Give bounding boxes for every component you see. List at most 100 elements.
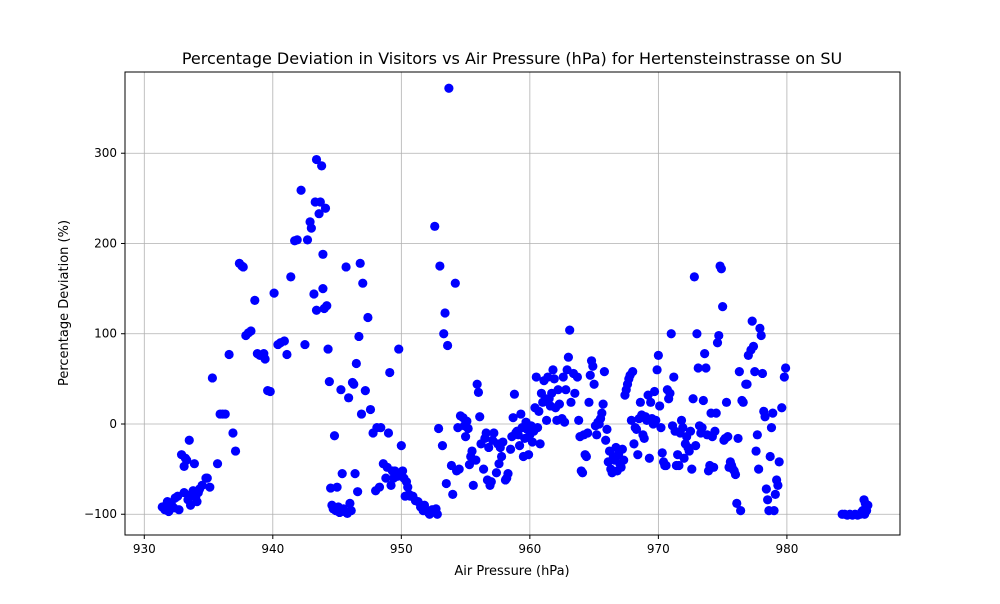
data-point <box>734 367 744 377</box>
data-point <box>505 444 516 454</box>
data-point <box>460 432 471 442</box>
data-point <box>655 401 665 411</box>
data-point <box>661 460 671 471</box>
data-point <box>553 385 563 395</box>
data-point <box>626 415 636 425</box>
data-point <box>341 262 351 272</box>
data-point <box>688 394 698 404</box>
data-point <box>475 412 485 422</box>
data-point <box>440 308 450 318</box>
data-point <box>863 500 873 510</box>
y-tick-label: 100 <box>94 327 117 341</box>
data-point <box>581 451 592 462</box>
data-point <box>763 495 773 505</box>
data-point <box>754 464 764 474</box>
data-point <box>676 415 687 425</box>
data-point <box>635 397 645 407</box>
data-point <box>318 284 328 294</box>
data-point <box>471 455 481 465</box>
data-point <box>337 469 347 479</box>
data-point <box>570 388 580 398</box>
data-point <box>442 340 453 351</box>
data-point <box>432 509 442 519</box>
data-point <box>532 422 543 433</box>
data-point <box>441 478 451 489</box>
data-point <box>657 448 667 458</box>
data-point <box>462 416 472 426</box>
data-point <box>286 272 296 282</box>
data-point <box>656 422 666 433</box>
data-point <box>320 203 331 213</box>
data-point <box>468 480 478 490</box>
data-point <box>360 385 370 396</box>
data-point <box>718 302 728 312</box>
data-point <box>323 344 333 354</box>
data-point <box>646 397 656 407</box>
data-point <box>692 329 702 339</box>
data-point <box>516 409 526 419</box>
data-point <box>311 305 322 315</box>
data-point <box>633 450 643 460</box>
data-point <box>300 339 310 350</box>
data-point <box>750 367 760 377</box>
data-point <box>714 330 724 341</box>
data-point <box>665 388 675 398</box>
y-axis-ticks: −100 0 100 200 300 <box>84 146 125 521</box>
data-point <box>353 487 363 497</box>
data-point <box>381 473 391 483</box>
data-point <box>559 417 570 427</box>
data-point <box>205 482 215 492</box>
data-point <box>329 431 340 441</box>
data-point <box>535 439 545 449</box>
data-point <box>350 469 360 479</box>
data-point <box>584 397 594 407</box>
x-tick-label: 950 <box>390 542 413 556</box>
x-axis-ticks: 930 940 950 960 970 980 <box>133 535 798 556</box>
data-point <box>781 363 791 373</box>
data-point <box>712 338 723 348</box>
data-point <box>709 462 719 472</box>
data-point <box>554 399 565 409</box>
data-point <box>752 430 762 440</box>
data-point <box>448 489 458 499</box>
data-point <box>751 446 761 456</box>
data-point <box>599 367 609 377</box>
data-point <box>616 462 626 472</box>
data-point <box>602 424 612 435</box>
data-point <box>589 379 599 389</box>
data-point <box>385 367 395 378</box>
data-point <box>531 372 541 382</box>
data-point <box>678 422 688 433</box>
data-point <box>698 395 708 406</box>
data-point <box>652 365 662 375</box>
data-point <box>721 397 732 407</box>
data-point <box>491 468 502 478</box>
data-point <box>629 439 639 449</box>
data-point <box>597 408 607 418</box>
data-point <box>250 295 260 305</box>
data-point <box>598 399 608 409</box>
y-axis-label: Percentage Deviation (%) <box>57 220 72 386</box>
x-tick-label: 980 <box>775 542 798 556</box>
data-point <box>572 372 583 382</box>
data-point <box>279 336 289 346</box>
data-point <box>336 385 346 395</box>
data-point <box>351 358 361 369</box>
data-point <box>496 451 507 462</box>
data-point <box>774 457 784 467</box>
data-point <box>386 480 396 490</box>
data-point <box>644 453 654 463</box>
data-point <box>757 368 768 379</box>
data-point <box>687 464 697 474</box>
data-point <box>322 301 332 311</box>
data-point <box>765 451 775 462</box>
data-point <box>748 341 759 351</box>
data-point <box>527 437 538 447</box>
data-point <box>742 379 752 389</box>
data-point <box>207 373 217 383</box>
data-point <box>184 435 194 445</box>
data-point <box>332 482 342 492</box>
data-point <box>583 428 593 438</box>
